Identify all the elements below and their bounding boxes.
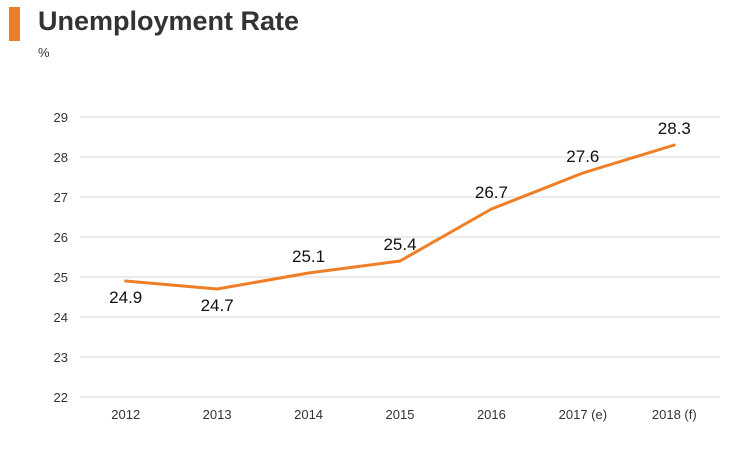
y-tick-label: 22	[54, 390, 68, 405]
x-tick-label: 2016	[477, 407, 506, 422]
y-axis-ticks: 22 23 24 25 26 27 28 29	[54, 110, 68, 405]
data-label: 26.7	[475, 183, 508, 202]
data-label: 28.3	[658, 119, 691, 138]
y-tick-label: 23	[54, 350, 68, 365]
x-tick-label: 2015	[386, 407, 415, 422]
y-tick-label: 24	[54, 310, 68, 325]
y-unit-label: %	[38, 45, 50, 60]
data-label: 25.4	[383, 235, 416, 254]
data-label: 24.9	[109, 288, 142, 307]
series-line	[124, 143, 676, 291]
y-tick-label: 26	[54, 230, 68, 245]
y-tick-label: 28	[54, 150, 68, 165]
y-tick-label: 29	[54, 110, 68, 125]
data-label: 24.7	[201, 296, 234, 315]
title-accent-bar	[9, 7, 20, 41]
data-label: 25.1	[292, 247, 325, 266]
x-tick-label: 2012	[111, 407, 140, 422]
x-tick-label: 2013	[203, 407, 232, 422]
x-tick-label: 2017 (e)	[559, 407, 607, 422]
gridlines	[80, 116, 720, 398]
x-tick-label: 2014	[294, 407, 323, 422]
y-tick-label: 27	[54, 190, 68, 205]
x-axis-ticks: 2012 2013 2014 2015 2016 2017 (e) 2018 (f)	[111, 407, 696, 422]
series-group	[124, 143, 676, 291]
data-labels: 24.9 24.7 25.1 25.4 26.7 27.6 28.3	[109, 119, 691, 315]
data-label: 27.6	[566, 147, 599, 166]
x-tick-label: 2018 (f)	[652, 407, 697, 422]
y-tick-label: 25	[54, 270, 68, 285]
chart-title: Unemployment Rate	[38, 6, 300, 36]
